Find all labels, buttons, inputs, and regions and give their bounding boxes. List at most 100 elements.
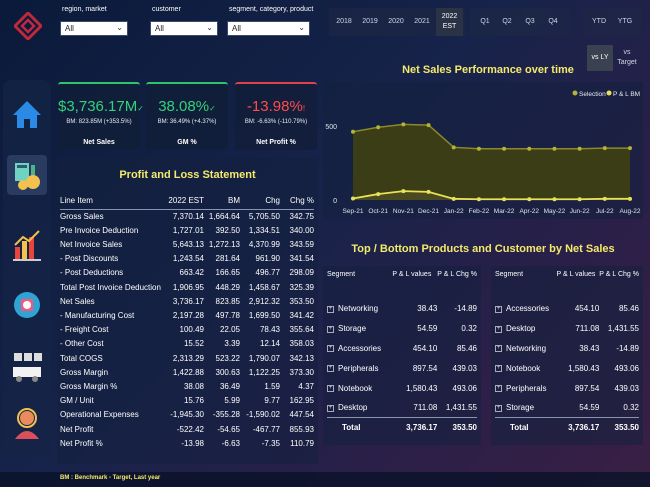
year-2022-est-selected[interactable]: 2022 EST [436, 8, 463, 36]
segment-header-cell[interactable]: Segment [495, 271, 524, 278]
compare-vs-ly-button[interactable]: vs LY [587, 45, 613, 71]
selection-point[interactable] [401, 122, 406, 127]
pl-row[interactable]: Gross Sales 7,370.14 1,664.64 5,705.50 342.7… [60, 209, 314, 224]
segment-row[interactable]: + Storage 54.59 0.32 [495, 398, 639, 418]
customer-dropdown[interactable]: All ⌄ [150, 21, 218, 36]
benchmark-point[interactable] [527, 197, 532, 202]
expand-plus-icon[interactable]: + [327, 325, 334, 333]
pl-row[interactable]: - Other Cost 15.52 3.39 12.14 358.03 [60, 337, 314, 351]
selection-point[interactable] [628, 146, 632, 151]
nav-sales[interactable] [7, 225, 47, 265]
pl-row[interactable]: Net Profit -522.42 -54.65 -467.77 855.93 [60, 423, 314, 437]
quarter-q2[interactable]: Q2 [502, 18, 512, 25]
quarter-q4[interactable]: Q4 [548, 18, 558, 25]
period-ytg[interactable]: YTG [617, 18, 633, 25]
pl-row[interactable]: - Manufacturing Cost 2,197.28 497.78 1,699.… [60, 309, 314, 323]
pl-row[interactable]: Total Post Invoice Deduction 1,906.95 448.… [60, 281, 314, 295]
nav-finance[interactable] [7, 155, 47, 195]
pl-row[interactable]: Net Sales 3,736.17 823.85 2,912.32 353.50 [60, 295, 314, 309]
pl-row[interactable]: Operational Expenses -1,945.30 -355.28 -1,5… [60, 408, 314, 422]
pl-row[interactable]: Net Invoice Sales 5,643.13 1,272.13 4,370.9… [60, 238, 314, 252]
expand-plus-icon[interactable]: + [495, 384, 502, 392]
segment-row[interactable]: + Accessories 454.10 85.46 [327, 339, 477, 359]
quarter-q3[interactable]: Q3 [525, 18, 535, 25]
selection-line[interactable] [352, 123, 630, 150]
segment-dropdown[interactable]: All ⌄ [227, 21, 310, 36]
pl-header-chg[interactable]: Chg [265, 195, 280, 205]
segment-header-cell[interactable]: P & L Chg % [437, 271, 477, 278]
selection-point[interactable] [502, 146, 507, 151]
segment-row[interactable]: + Notebook 1,580.43 493.06 [495, 358, 639, 378]
segment-row[interactable]: + Storage 54.59 0.32 [327, 319, 477, 339]
year-2018[interactable]: 2018 [336, 18, 352, 25]
kpi-gm-card[interactable]: 38.08%✓ BM: 36.49% (+4.37%) GM % [146, 82, 228, 150]
pl-header-chg-pct[interactable]: Chg % [289, 195, 314, 205]
benchmark-point[interactable] [502, 197, 507, 202]
expand-plus-icon[interactable]: + [495, 404, 502, 412]
segment-header-cell[interactable]: P & L Chg % [599, 271, 639, 278]
expand-plus-icon[interactable]: + [495, 345, 502, 353]
expand-plus-icon[interactable]: + [327, 305, 334, 313]
year-2020[interactable]: 2020 [388, 18, 404, 25]
nav-executive[interactable] [7, 405, 47, 445]
expand-plus-icon[interactable]: + [495, 325, 502, 333]
benchmark-point[interactable] [401, 189, 406, 194]
pl-row[interactable]: Total COGS 2,313.29 523.22 1,790.07 342.13 [60, 352, 314, 366]
region-dropdown[interactable]: All ⌄ [60, 21, 128, 36]
selection-point[interactable] [602, 146, 607, 151]
segment-row[interactable]: + Desktop 711.08 1,431.55 [327, 398, 477, 418]
benchmark-point[interactable] [602, 196, 607, 201]
year-2019[interactable]: 2019 [362, 18, 378, 25]
benchmark-point[interactable] [351, 196, 355, 201]
pl-row[interactable]: GM / Unit 15.76 5.99 9.77 162.95 [60, 394, 314, 408]
pl-header-2022-est[interactable]: 2022 EST [168, 195, 204, 205]
nav-supply-chain[interactable] [7, 345, 47, 385]
quarter-q1[interactable]: Q1 [480, 18, 490, 25]
segment-row[interactable]: + Desktop 711.08 1,431.55 [495, 319, 639, 339]
segment-header-cell[interactable]: Segment [327, 271, 356, 278]
pl-row[interactable]: Gross Margin % 38.08 36.49 1.59 4.37 [60, 380, 314, 394]
benchmark-point[interactable] [426, 189, 431, 194]
benchmark-point[interactable] [628, 196, 632, 201]
segment-row[interactable]: + Peripherals 897.54 439.03 [495, 378, 639, 398]
pl-header-bm[interactable]: BM [228, 195, 240, 205]
benchmark-point[interactable] [476, 197, 481, 202]
net-sales-chart[interactable]: Net Sales Performance over time 500 0 Sep-… [323, 60, 650, 220]
expand-plus-icon[interactable]: + [327, 384, 334, 392]
nav-home[interactable] [7, 95, 47, 135]
selection-point[interactable] [351, 129, 355, 134]
pl-header-line-item[interactable]: Line Item [60, 195, 93, 205]
benchmark-area[interactable] [353, 191, 630, 200]
pl-row[interactable]: - Post Discounts 1,243.54 281.64 961.90 341.… [60, 252, 314, 266]
selection-point[interactable] [476, 146, 481, 151]
pl-row[interactable]: Pre Invoice Deduction 1,727.01 392.50 1,334… [60, 224, 314, 238]
segment-row[interactable]: + Accessories 454.10 85.46 [495, 299, 639, 319]
selection-point[interactable] [451, 145, 456, 150]
segment-row[interactable]: + Networking 38.43 -14.89 [327, 299, 477, 319]
segment-header-cell[interactable]: P & L values [556, 271, 596, 278]
expand-plus-icon[interactable]: + [495, 365, 502, 373]
pl-row[interactable]: - Freight Cost 100.49 22.05 78.43 355.64 [60, 323, 314, 337]
expand-plus-icon[interactable]: + [327, 365, 334, 373]
selection-point[interactable] [376, 125, 381, 130]
pl-row[interactable]: - Post Deductions 663.42 166.65 496.77 298.0… [60, 266, 314, 280]
expand-plus-icon[interactable]: + [495, 305, 502, 313]
benchmark-point[interactable] [552, 197, 557, 202]
segment-row[interactable]: + Peripherals 897.54 439.03 [327, 358, 477, 378]
selection-point[interactable] [552, 146, 557, 151]
pl-row[interactable]: Net Profit % -13.98 -6.63 -7.35 110.79 [60, 437, 314, 451]
segment-row[interactable]: + Networking 38.43 -14.89 [495, 339, 639, 359]
expand-plus-icon[interactable]: + [327, 345, 334, 353]
selection-point[interactable] [527, 146, 532, 151]
selection-point[interactable] [577, 146, 582, 151]
segment-header-cell[interactable]: P & L values [392, 271, 432, 278]
selection-area[interactable] [353, 124, 630, 200]
kpi-net-sales-card[interactable]: $3,736.17M✓ BM: 823.85M (+353.5%) Net Sa… [58, 82, 144, 150]
expand-plus-icon[interactable]: + [327, 404, 334, 412]
benchmark-point[interactable] [577, 197, 582, 202]
benchmark-point[interactable] [451, 196, 456, 201]
pl-row[interactable]: Gross Margin 1,422.88 300.63 1,122.25 373.30 [60, 366, 314, 380]
period-ytd[interactable]: YTD [592, 18, 606, 25]
compare-vs-target-button[interactable]: vs Target [617, 49, 637, 66]
kpi-net-profit-card[interactable]: -13.98%! BM: -6.63% (-110.79%) Net Profi… [235, 82, 317, 150]
